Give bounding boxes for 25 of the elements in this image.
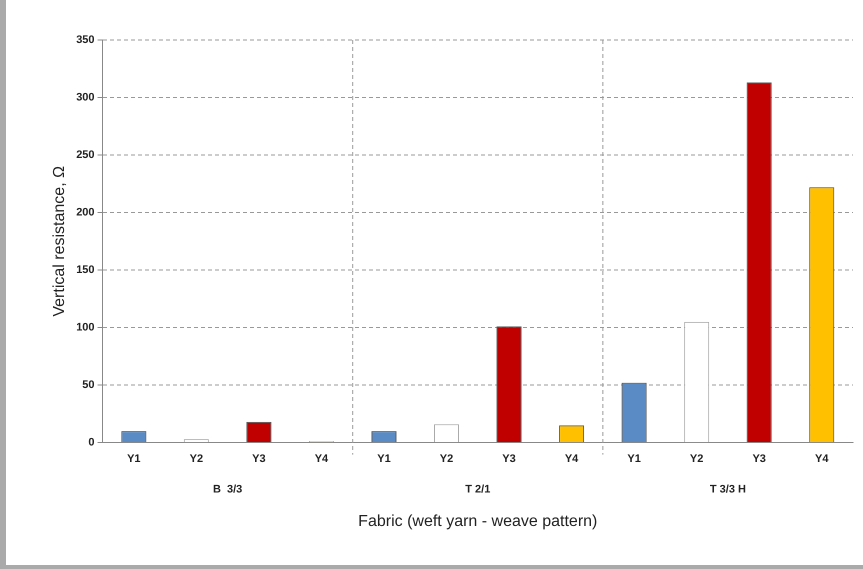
y-tick-label: 250 (76, 149, 95, 162)
y-tick-label: 100 (76, 322, 95, 334)
x-tick-label: Y2 (190, 453, 204, 466)
x-tick-label: Y1 (377, 453, 391, 466)
text: T 2/1 (465, 484, 490, 496)
y-tick-label: 350 (76, 34, 95, 46)
x-tick-label: Y2 (440, 453, 454, 466)
x-tick-label: Y4 (814, 453, 830, 466)
x-tick-label: Y3 (752, 453, 766, 466)
x-tick-label: Y2 (690, 453, 704, 466)
x-axis-title: Fabric (weft yarn - weave pattern) (358, 512, 598, 530)
y-tick-label: 200 (76, 206, 95, 219)
y-tick-label: 50 (82, 379, 95, 392)
y-tick-label: 0 (88, 436, 95, 449)
x-tick-label: Y3 (502, 453, 516, 466)
y-tick-label: 300 (76, 92, 95, 104)
x-tick-label: Y4 (314, 453, 330, 466)
x-tick-label: Y1 (627, 453, 641, 466)
text: T 3/3 H (710, 484, 746, 496)
text: B 3/3 (212, 484, 242, 496)
x-tick-label: Y4 (564, 453, 580, 466)
x-tick-label: Y1 (127, 453, 141, 466)
x-tick-label: Y3 (252, 453, 266, 466)
y-axis-title: Vertical resistance, Ω (51, 166, 68, 317)
y-tick-label: 150 (76, 264, 95, 276)
